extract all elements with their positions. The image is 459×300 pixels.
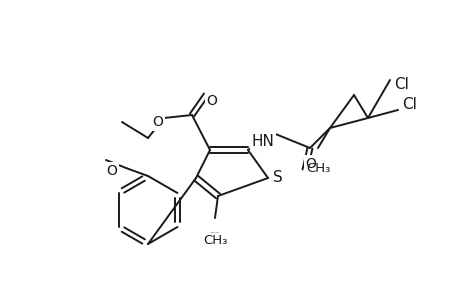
Text: O: O <box>152 115 163 129</box>
Text: S: S <box>273 170 282 185</box>
Text: O: O <box>305 157 316 171</box>
Text: CH₃: CH₃ <box>305 162 330 175</box>
Text: methyl_stub: methyl_stub <box>210 231 219 233</box>
Text: Cl: Cl <box>402 97 416 112</box>
Text: O: O <box>206 94 217 108</box>
Text: HN: HN <box>251 134 274 148</box>
Text: O: O <box>106 164 117 178</box>
Text: CH₃: CH₃ <box>202 234 227 247</box>
Text: Cl: Cl <box>394 76 409 92</box>
